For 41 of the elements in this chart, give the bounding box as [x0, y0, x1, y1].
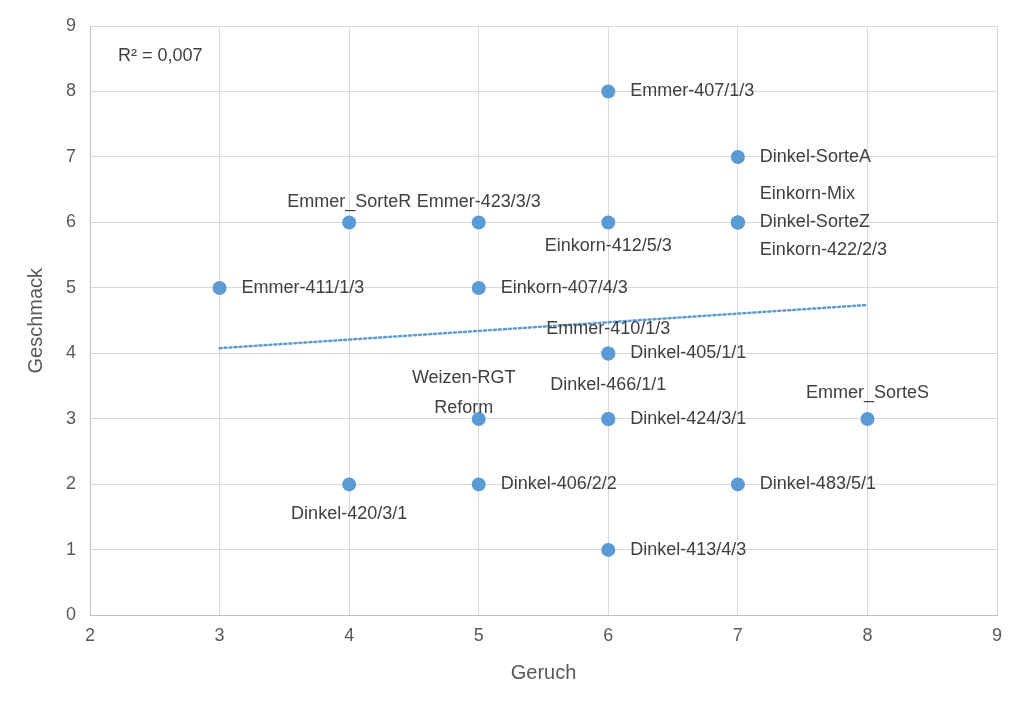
annotation: Dinkel-SorteZ [759, 211, 870, 232]
annotation: Dinkel-413/4/3 [630, 538, 747, 559]
y-tick-label: 2 [66, 473, 77, 494]
annotation: Weizen-RGT Reform [411, 366, 516, 417]
y-tick-label: 0 [66, 604, 77, 625]
annotation: Emmer_SorteS [805, 381, 929, 403]
annotation: Dinkel-424/3/1 [630, 407, 747, 428]
annotation: Einkorn-Mix [759, 183, 855, 204]
x-tick-label: 8 [862, 625, 873, 646]
x-tick-label: 9 [991, 625, 1003, 646]
y-tick-label: 6 [66, 211, 77, 232]
x-axis-title: Geruch [510, 660, 577, 683]
x-tick-label: 7 [732, 625, 743, 646]
annotation: Emmer-410/1/3 [546, 318, 671, 339]
annotation: Dinkel-483/5/1 [759, 473, 876, 494]
annotation: Dinkel-SorteA [759, 145, 871, 166]
annotation: Dinkel-406/2/2 [500, 473, 617, 494]
y-tick-label: 7 [66, 145, 77, 166]
x-tick-label: 4 [344, 625, 355, 646]
y-tick-label: 5 [66, 276, 77, 297]
x-tick-label: 2 [85, 625, 96, 646]
y-tick-label: 8 [66, 80, 77, 101]
annotation: Dinkel-420/3/1 [291, 503, 408, 524]
annotation: Emmer-423/3/3 [416, 191, 541, 212]
x-tick-label: 3 [214, 625, 225, 646]
x-tick-label: 6 [603, 625, 614, 646]
y-tick-label: 3 [66, 407, 77, 428]
annotation: Dinkel-405/1/1 [630, 342, 747, 363]
annotation: R² = 0,007 [118, 44, 203, 65]
annotation: Emmer-407/1/3 [630, 80, 755, 101]
annotation: Einkorn-412/5/3 [544, 235, 672, 256]
y-axis-title: Geschmack [23, 266, 46, 374]
x-tick-label: 5 [473, 625, 484, 646]
y-tick-label: 9 [66, 14, 77, 35]
y-tick-label: 1 [66, 538, 77, 559]
annotation: Emmer_SorteR [287, 191, 412, 213]
annotation: Dinkel-466/1/1 [550, 373, 667, 394]
annotation: Emmer-411/1/3 [241, 276, 365, 297]
annotation: Einkorn-422/2/3 [759, 239, 887, 260]
annotation: Einkorn-407/4/3 [500, 276, 628, 297]
y-tick-label: 4 [66, 342, 77, 363]
